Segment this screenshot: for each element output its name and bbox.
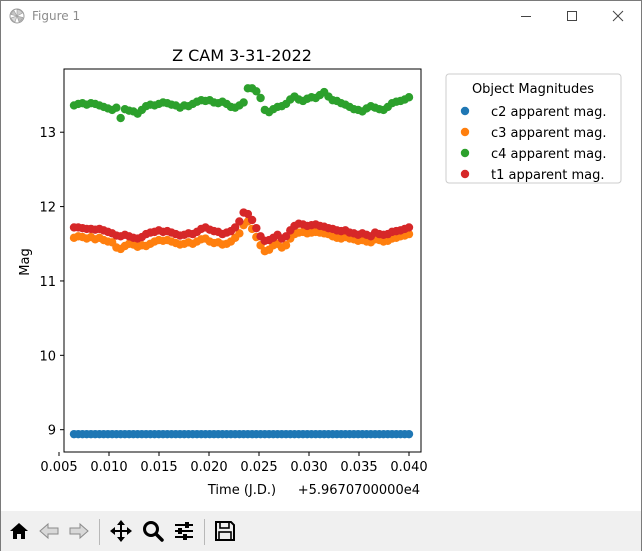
legend-label: c3 apparent mag. [491,126,607,141]
legend-label: c2 apparent mag. [491,105,607,120]
data-point [252,87,261,96]
legend-frame [445,73,622,184]
data-point [243,209,253,219]
forward-icon [69,522,89,540]
legend-entry: t1 apparent mag. [460,168,604,183]
close-icon [612,10,624,22]
data-point [252,223,261,233]
save-icon [215,521,235,541]
data-point [247,215,257,225]
data-point [404,93,414,102]
legend-marker [460,169,470,179]
data-point [256,93,265,103]
matplotlib-app-icon [9,8,25,24]
data-point [235,229,244,238]
back-icon [39,522,59,540]
x-tick-label: 0.005 [40,460,77,475]
maximize-button[interactable] [549,1,595,31]
legend-title: Object Magnitudes [472,82,594,97]
legend: Object Magnitudes c2 apparent mag. c3 app… [445,73,622,184]
y-axis-ticks: 9 10 11 12 13 [39,126,64,439]
zoom-icon [143,521,164,542]
data-point [116,113,125,123]
title-bar[interactable]: Figure 1 [1,1,641,31]
series-3 [69,208,414,245]
pan-button[interactable] [107,517,135,545]
figure-canvas[interactable]: Z CAM 3-31-2022 0.005 0.010 0.015 0.020 0.02… [1,31,641,511]
series-0 [69,429,414,439]
x-axis-label: Time (J.D.) [207,483,276,498]
minimize-button[interactable] [503,1,549,31]
window-title: Figure 1 [32,9,81,23]
x-tick-label: 0.025 [240,460,277,475]
home-icon [10,523,28,539]
y-tick-label: 13 [39,126,56,141]
legend-marker [460,148,470,158]
y-tick-label: 9 [48,424,56,439]
x-tick-label: 0.020 [190,460,227,475]
y-axis-label: Mag [18,248,33,275]
data-point [235,217,244,226]
legend-marker [460,127,470,137]
data-point [404,223,414,232]
x-tick-label: 0.010 [90,460,127,475]
close-button[interactable] [595,1,641,31]
data-point [281,232,291,241]
chart: Z CAM 3-31-2022 0.005 0.010 0.015 0.020 0.02… [18,46,622,498]
data-point [230,223,240,232]
data-point [281,241,291,250]
x-tick-label: 0.035 [340,460,377,475]
navigation-toolbar [1,511,641,551]
maximize-icon [567,11,577,21]
x-axis-ticks: 0.005 0.010 0.015 0.020 0.025 0.030 0.035 0.040 [40,452,428,475]
legend-marker [460,106,470,116]
legend-entries: c2 apparent mag. c3 apparent mag. c4 appar… [460,105,607,183]
x-tick-label: 0.040 [390,460,427,475]
plot-area-frame [63,68,422,453]
legend-entry: c2 apparent mag. [460,105,607,120]
data-points [69,84,414,439]
minimize-icon [521,16,531,17]
back-button[interactable] [35,517,63,545]
chart-title: Z CAM 3-31-2022 [172,46,312,65]
legend-entry: c3 apparent mag. [460,126,607,141]
legend-entry: c4 apparent mag. [460,147,607,162]
y-tick-label: 10 [39,349,56,364]
configure-subplots-icon [175,522,193,540]
y-tick-label: 11 [39,275,56,290]
zoom-button[interactable] [139,517,167,545]
x-tick-label: 0.030 [290,460,327,475]
x-axis-offset-label: +5.9670700000e4 [298,483,420,498]
data-point [404,429,414,439]
save-button[interactable] [211,517,239,545]
pan-icon [110,520,132,542]
forward-button[interactable] [65,517,93,545]
data-point [112,103,121,112]
series-1 [69,217,414,256]
data-point [239,98,248,107]
toolbar-separator [204,519,205,545]
configure-subplots-button[interactable] [170,517,198,545]
x-tick-label: 0.015 [140,460,177,475]
toolbar-separator [99,519,100,545]
series-2 [69,84,414,123]
home-button[interactable] [5,517,33,545]
y-tick-label: 12 [39,201,56,216]
legend-label: t1 apparent mag. [491,168,604,183]
legend-label: c4 apparent mag. [491,147,607,162]
